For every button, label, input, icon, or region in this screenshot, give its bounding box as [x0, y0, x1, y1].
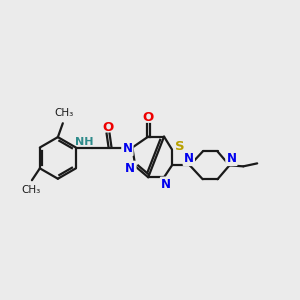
Text: NH: NH — [75, 136, 93, 147]
Text: O: O — [102, 121, 113, 134]
Text: N: N — [226, 152, 236, 165]
Text: N: N — [122, 142, 132, 155]
Text: N: N — [161, 178, 171, 191]
Text: CH₃: CH₃ — [21, 185, 40, 195]
Text: S: S — [175, 140, 185, 153]
Text: N: N — [125, 162, 135, 175]
Text: CH₃: CH₃ — [54, 108, 74, 118]
Text: N: N — [184, 152, 194, 165]
Text: O: O — [142, 111, 154, 124]
